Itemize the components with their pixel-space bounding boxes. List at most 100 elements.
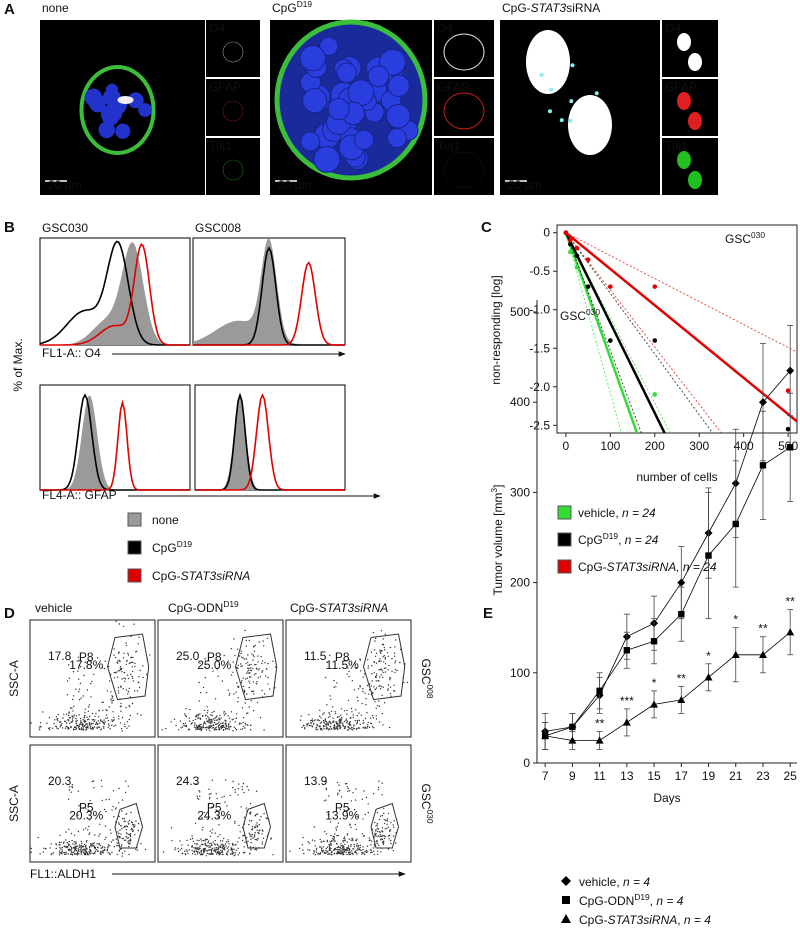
data-point [585, 257, 591, 262]
event-dot [338, 852, 340, 855]
event-dot [219, 845, 221, 848]
event-dot [211, 725, 213, 727]
event-dot [247, 712, 249, 714]
event-dot [121, 855, 124, 857]
event-dot [109, 829, 111, 831]
nucleus [354, 129, 375, 150]
event-dot [339, 849, 341, 852]
event-dot [118, 850, 121, 852]
event-dot [243, 846, 245, 848]
event-dot [324, 780, 326, 783]
event-dot [110, 698, 112, 701]
event-dot [221, 850, 224, 852]
event-dot [356, 838, 358, 840]
event-dot [115, 807, 117, 809]
event-dot [233, 693, 235, 695]
event-dot [314, 840, 316, 842]
event-dot [63, 853, 66, 856]
event-dot [181, 847, 183, 850]
event-dot [71, 839, 73, 842]
event-dot [122, 657, 125, 659]
event-dot [217, 816, 219, 818]
event-dot [125, 832, 128, 834]
event-dot [323, 852, 325, 854]
event-dot [64, 727, 67, 729]
event-dot [336, 825, 338, 828]
event-dot [86, 853, 89, 855]
event-dot [84, 714, 86, 717]
event-dot [119, 667, 122, 670]
text-part: CpG [578, 533, 603, 547]
event-dot [344, 783, 347, 785]
event-dot [395, 842, 397, 844]
event-dot [247, 654, 249, 656]
event-dot [333, 679, 335, 682]
event-dot [349, 723, 351, 725]
event-dot [388, 838, 390, 840]
event-dot [323, 712, 325, 714]
event-dot [241, 656, 243, 658]
event-dot [123, 652, 125, 654]
histogram-frame [194, 384, 346, 491]
event-dot [107, 846, 109, 848]
event-dot [325, 799, 327, 801]
event-dot [149, 654, 151, 656]
event-dot [308, 714, 310, 716]
event-dot [65, 722, 68, 724]
event-dot [216, 797, 218, 800]
event-dot [88, 851, 90, 853]
event-dot [101, 847, 104, 849]
event-dot [328, 853, 330, 855]
event-dot [395, 639, 397, 641]
event-dot [249, 846, 252, 848]
event-dot [354, 799, 357, 801]
event-dot [336, 853, 338, 855]
event-dot [216, 843, 218, 845]
event-dot [355, 667, 358, 669]
column-title: vehicle [35, 601, 73, 615]
event-dot [186, 839, 188, 842]
event-dot [371, 673, 373, 675]
event-dot [209, 796, 211, 799]
event-dot [355, 839, 357, 842]
event-dot [103, 808, 106, 811]
cell-cluster-outline [79, 65, 156, 155]
x-tick-label: 400 [734, 439, 754, 453]
event-dot [389, 646, 392, 649]
event-dot [258, 641, 260, 643]
event-dot [213, 729, 216, 731]
y-tick-label: -0.5 [529, 264, 550, 278]
event-dot [87, 706, 90, 708]
legend-label: vehicle, n = 24 [578, 506, 656, 520]
event-dot [336, 835, 338, 837]
channel-signal [688, 112, 702, 130]
event-dot [120, 845, 123, 847]
event-dot [218, 824, 220, 826]
event-dot [339, 722, 341, 724]
event-dot [371, 665, 373, 667]
event-dot [379, 835, 381, 838]
event-dot [81, 845, 84, 848]
event-dot [389, 679, 391, 681]
event-dot [197, 848, 200, 851]
event-dot [194, 722, 196, 724]
event-dot [257, 669, 259, 671]
event-dot [88, 819, 91, 821]
event-dot [237, 664, 239, 666]
event-dot [217, 852, 219, 855]
event-dot [211, 727, 213, 729]
event-dot [360, 670, 362, 672]
event-dot [368, 689, 371, 691]
event-dot [364, 813, 366, 816]
speck [568, 118, 573, 123]
event-dot [121, 728, 123, 730]
event-dot [205, 691, 208, 694]
event-dot [386, 652, 389, 654]
event-dot [40, 726, 42, 728]
event-dot [196, 847, 198, 850]
event-dot [220, 844, 222, 846]
event-dot [80, 851, 82, 853]
event-dot [119, 660, 121, 663]
event-dot [350, 845, 352, 847]
event-dot [216, 846, 218, 849]
